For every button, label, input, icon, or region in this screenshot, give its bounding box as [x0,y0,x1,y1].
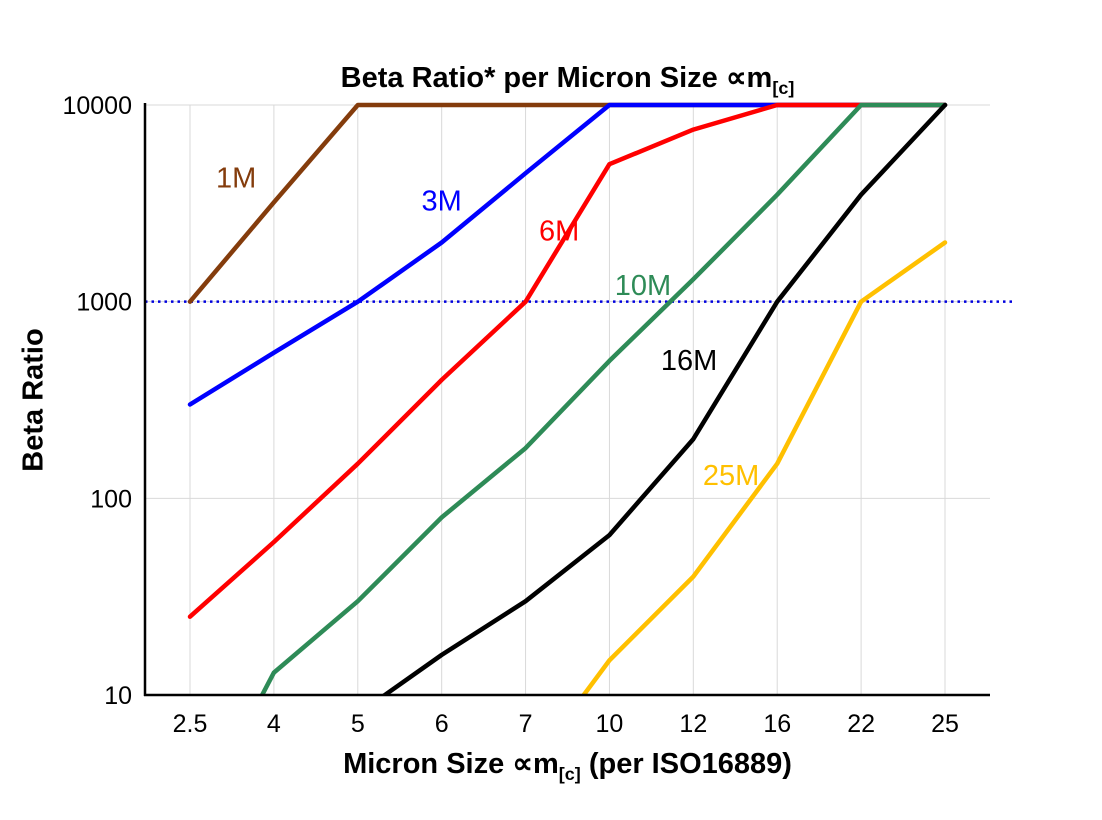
x-tick-label: 12 [679,710,707,738]
series-label-25M: 25M [703,460,759,492]
y-tick-label: 10000 [62,92,132,120]
series-lines [187,102,948,696]
series-label-10M: 10M [615,270,671,302]
series-label-3M: 3M [422,186,462,218]
micron-subscript: [c] [772,77,795,98]
y-tick-label: 10 [104,682,132,710]
x-axis-label-suffix: (per ISO16889) [580,748,792,780]
series-line-10M [259,102,948,696]
series-label-6M: 6M [539,215,579,247]
y-tick-label: 100 [90,485,132,513]
x-tick-label: 16 [763,710,791,738]
series-label-16M: 16M [661,345,717,377]
x-tick-label: 25 [931,710,959,738]
y-tick-label: 1000 [76,289,132,317]
x-axis-label: Micron Size ∝m[c] (per ISO16889) [145,746,990,785]
micron-symbol: ∝m [512,748,559,780]
x-tick-label: 5 [351,710,365,738]
series-label-1M: 1M [216,163,256,195]
x-tick-label: 22 [847,710,875,738]
x-tick-label: 7 [519,710,533,738]
micron-subscript: [c] [558,763,581,784]
x-tick-label: 10 [596,710,624,738]
series-line-16M [379,102,948,696]
chart-title: Beta Ratio* per Micron Size ∝m[c] [145,60,990,99]
micron-symbol: ∝m [725,62,773,94]
x-tick-label: 2.5 [173,710,208,738]
x-tick-label: 4 [267,710,281,738]
x-axis-label-text: Micron Size [343,748,513,780]
x-tick-label: 6 [435,710,449,738]
series-line-6M [187,102,948,619]
series-line-25M [580,240,948,696]
chart-title-text: Beta Ratio* per Micron Size [340,62,726,94]
